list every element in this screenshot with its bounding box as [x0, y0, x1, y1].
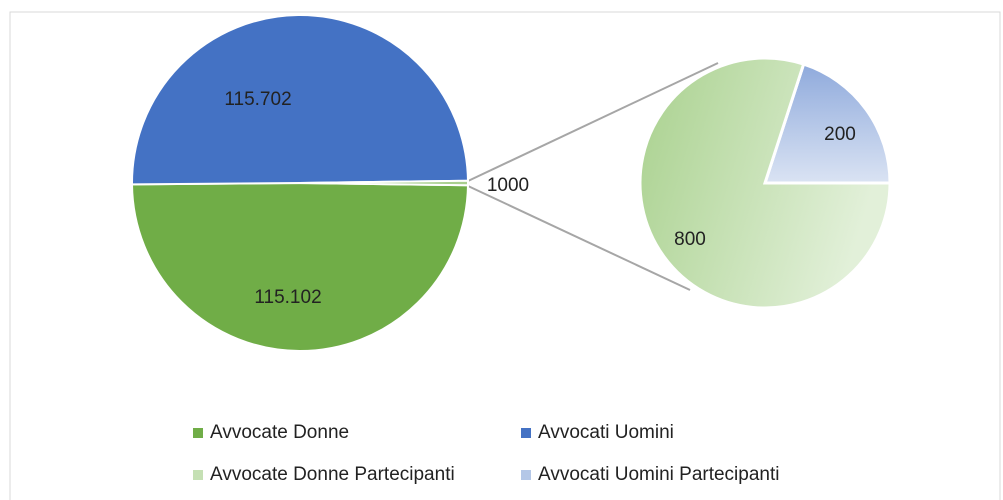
- data-label: 1000: [487, 175, 529, 196]
- legend-swatch: [193, 470, 203, 480]
- pie-slice: [638, 56, 892, 310]
- legend-swatch: [521, 470, 531, 480]
- legend-label: Avvocate Donne: [210, 422, 349, 443]
- legend-swatch: [521, 428, 531, 438]
- data-label: 800: [674, 229, 706, 250]
- pie-slice: [299, 179, 470, 187]
- legend-swatch: [193, 428, 203, 438]
- legend-label: Avvocati Uomini Partecipanti: [538, 464, 779, 485]
- pie-slice: [762, 62, 892, 185]
- data-label: 115.102: [254, 287, 321, 308]
- pie-slice: [131, 14, 470, 186]
- data-label: 200: [824, 124, 856, 145]
- connector: [467, 185, 691, 291]
- pie-slice: [130, 181, 470, 352]
- data-label: 115.702: [224, 89, 291, 110]
- connector: [467, 62, 719, 182]
- legend-label: Avvocati Uomini: [538, 422, 674, 443]
- legend-label: Avvocate Donne Partecipanti: [210, 464, 455, 485]
